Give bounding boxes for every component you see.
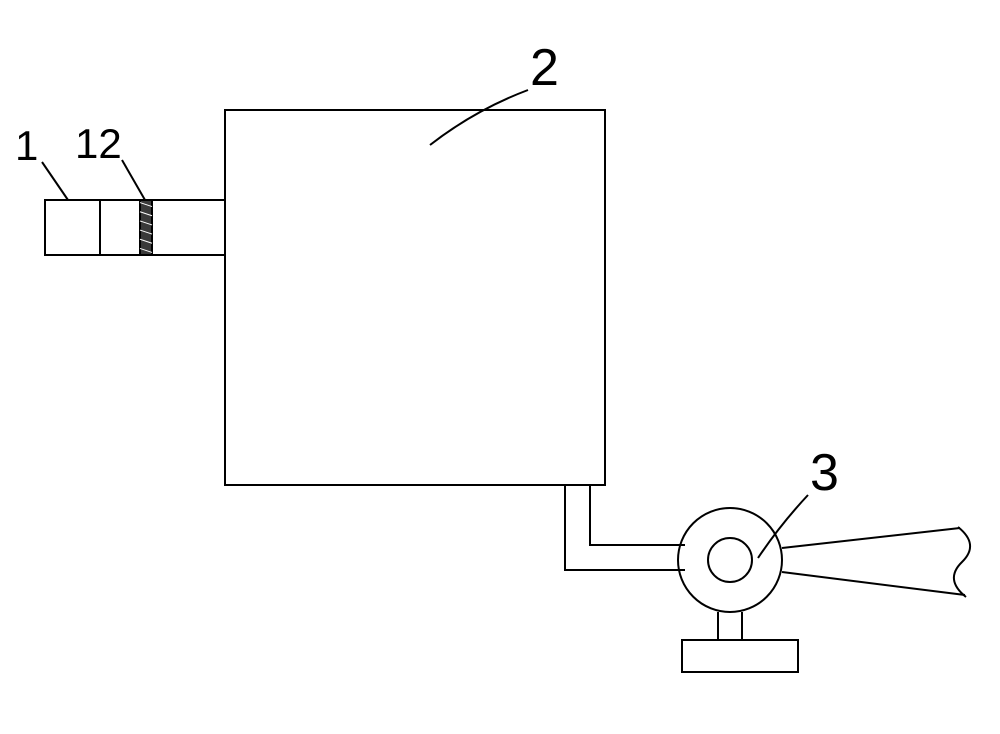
label-1: 1 [15,122,38,169]
leader-line-2 [430,90,528,145]
pipe-break-mark [954,527,970,597]
leader-line-12 [122,160,145,200]
leader-line-1 [42,162,68,200]
pump-outer-circle [678,508,782,612]
label-12: 12 [75,120,122,167]
label-3: 3 [810,444,839,502]
elbow-pipe-inner [590,485,685,545]
elbow-pipe-outer [565,485,685,570]
label-2: 2 [530,39,559,97]
pump-base [682,640,798,672]
pump-inner-circle [708,538,752,582]
inlet-hatch-band [140,200,152,255]
main-box [225,110,605,485]
inlet-tube [45,200,225,255]
outlet-pipe-top [782,528,960,548]
schematic-diagram: 1 12 2 3 [0,0,1000,734]
outlet-pipe-bottom [782,572,965,595]
